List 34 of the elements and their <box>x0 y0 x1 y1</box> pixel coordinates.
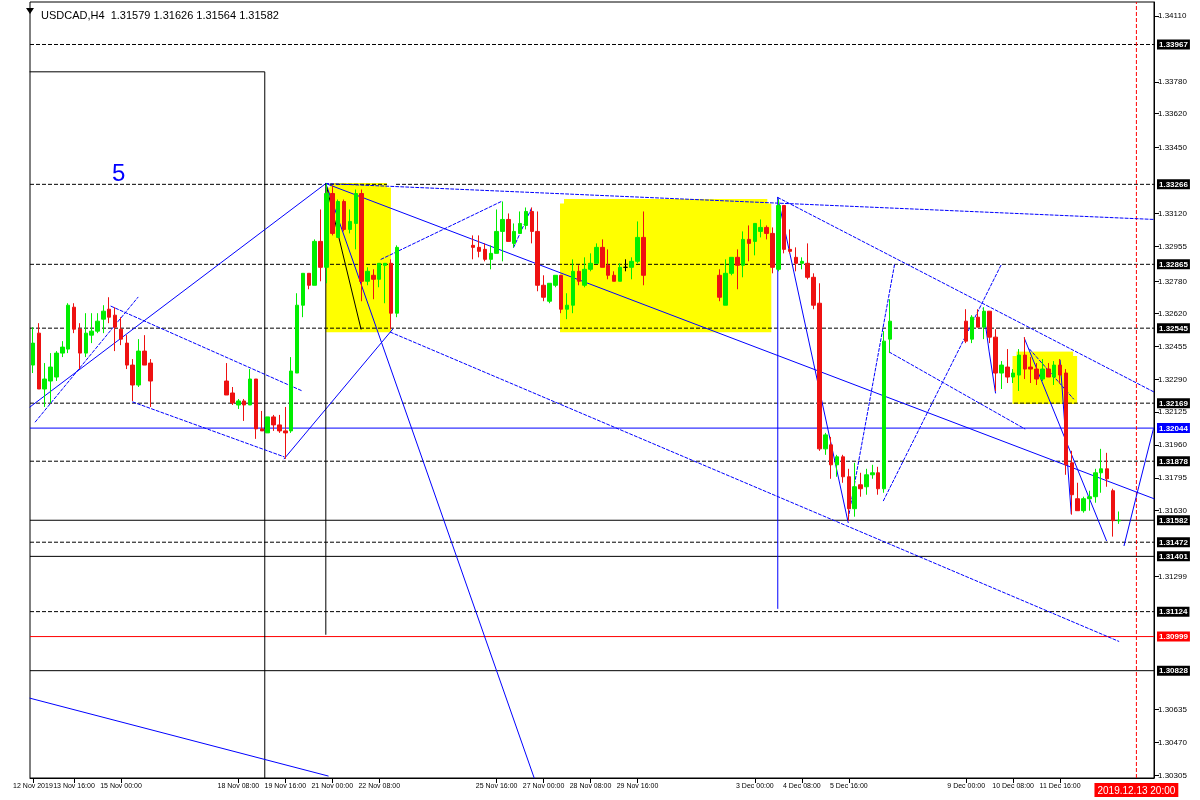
y-tick-label: 1.30305 <box>1158 770 1188 780</box>
ref-line-label: 1.30999 <box>1159 632 1189 642</box>
y-tick-label: 1.31795 <box>1158 473 1188 483</box>
text: USDCAD,H4 1.31579 1.31626 1.31564 1.31582 <box>41 8 279 21</box>
ref-line-label: 1.31582 <box>1159 515 1189 525</box>
ref-line-label: 1.32545 <box>1159 323 1189 333</box>
y-tick-label: 1.30635 <box>1158 704 1188 714</box>
y-tick-label: 1.32620 <box>1158 308 1188 318</box>
ref-line-label: 1.31472 <box>1159 537 1189 547</box>
y-tick-label: 1.33780 <box>1158 77 1188 87</box>
ref-line-label: 1.33967 <box>1159 39 1189 49</box>
ref-line-label: 2019.12.13 20:00 <box>1097 784 1176 796</box>
y-tick-label: 1.32955 <box>1158 241 1188 251</box>
ref-line-label: 1.31878 <box>1159 456 1189 466</box>
y-tick-label: 1.31630 <box>1158 506 1188 516</box>
annotation: 5 <box>112 158 126 186</box>
y-tick-label: 1.30470 <box>1158 737 1188 747</box>
y-tick-label: 1.33120 <box>1158 208 1188 218</box>
y-tick-label: 1.32125 <box>1158 407 1188 417</box>
ref-line-label: 1.32044 <box>1159 423 1189 433</box>
ref-line-label: 1.33266 <box>1159 179 1189 189</box>
y-tick-label: 1.32455 <box>1158 341 1188 351</box>
y-tick-label: 1.33620 <box>1158 109 1188 119</box>
ref-line-label: 1.31401 <box>1159 551 1189 561</box>
ref-line-label: 1.31124 <box>1159 607 1189 617</box>
y-tick-label: 1.32290 <box>1158 374 1188 384</box>
y-tick-label: 1.31960 <box>1158 440 1188 450</box>
y-tick-label: 1.31299 <box>1158 572 1188 582</box>
ref-line-label: 1.32865 <box>1159 259 1189 269</box>
y-tick-label: 1.34110 <box>1158 11 1187 21</box>
ref-line-label: 1.32169 <box>1159 398 1189 408</box>
y-tick-label: 1.32780 <box>1158 276 1188 286</box>
ref-line-label: 1.30828 <box>1159 666 1189 676</box>
y-tick-label: 1.33450 <box>1158 143 1188 153</box>
